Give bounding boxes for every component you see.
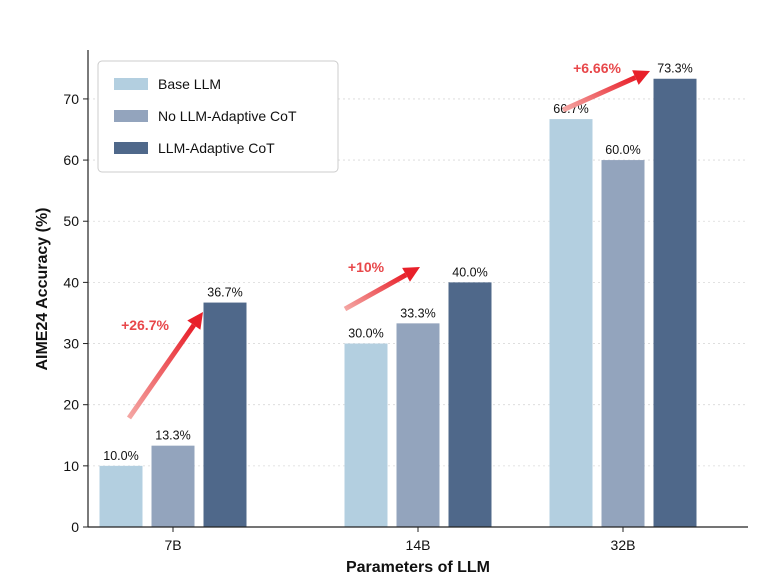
legend-swatch-no-llm-adaptive-cot [114, 110, 148, 122]
improvement-arrow-head [402, 267, 420, 282]
x-axis-label: Parameters of LLM [346, 559, 490, 576]
legend-frame [97, 60, 339, 173]
improvement-arrows: +26.7% +10% +6.66% [121, 60, 650, 420]
legend: Base LLM No LLM-Adaptive CoT LLM-Adaptiv… [97, 60, 339, 173]
y-tick-label: 10 [63, 458, 79, 474]
bar-label-base-llm-7b: 10.0% [103, 449, 138, 463]
bar-label-no-llm-adaptive-cot-32b: 60.0% [605, 143, 640, 157]
bar-value-labels: 10.0%13.3%36.7%30.0%33.3%40.0%66.7%60.0%… [103, 62, 692, 463]
bar-no-llm-adaptive-cot-32b [601, 160, 645, 528]
legend-label-llm-adaptive-cot: LLM-Adaptive CoT [158, 140, 275, 156]
improvement-label-7b: +26.7% [121, 317, 169, 333]
bar-no-llm-adaptive-cot-14b [396, 323, 440, 527]
y-tick-label: 40 [63, 274, 79, 290]
bar-llm-adaptive-cot-14b [448, 282, 492, 527]
bar-llm-adaptive-cot-32b [653, 78, 697, 527]
bars [99, 78, 697, 528]
bar-label-base-llm-14b: 30.0% [348, 327, 383, 341]
legend-swatch-llm-adaptive-cot [114, 142, 148, 154]
y-tick-label: 0 [71, 519, 79, 535]
legend-label-no-llm-adaptive-cot: No LLM-Adaptive CoT [158, 108, 297, 124]
legend-label-base-llm: Base LLM [158, 76, 221, 92]
improvement-arrow-shaft [126, 323, 196, 420]
x-ticks: 7B 14B 32B [164, 527, 635, 553]
y-tick-label: 60 [63, 152, 79, 168]
y-tick-label: 20 [63, 397, 79, 413]
bar-label-no-llm-adaptive-cot-7b: 13.3% [155, 429, 190, 443]
x-tick-label-7b: 7B [164, 537, 181, 553]
improvement-label-32b: +6.66% [573, 60, 621, 76]
bar-label-llm-adaptive-cot-14b: 40.0% [452, 265, 487, 279]
improvement-label-14b: +10% [348, 259, 385, 275]
bar-no-llm-adaptive-cot-7b [151, 445, 195, 527]
y-tick-label: 70 [63, 91, 79, 107]
bar-base-llm-14b [344, 343, 388, 527]
improvement-arrow-shaft [561, 75, 637, 113]
y-ticks: 0 10 20 30 40 50 60 70 [63, 91, 88, 535]
y-axis-label: AIME24 Accuracy (%) [34, 207, 51, 370]
x-tick-label-14b: 14B [406, 537, 431, 553]
bar-base-llm-32b [549, 119, 593, 527]
improvement-arrow-head [632, 70, 650, 85]
y-tick-label: 50 [63, 213, 79, 229]
improvement-arrow-head [187, 312, 203, 330]
bar-label-llm-adaptive-cot-32b: 73.3% [657, 62, 692, 76]
y-tick-label: 30 [63, 336, 79, 352]
x-tick-label-32b: 32B [611, 537, 636, 553]
bar-label-no-llm-adaptive-cot-14b: 33.3% [400, 306, 435, 320]
legend-swatch-base-llm [114, 78, 148, 90]
bar-base-llm-7b [99, 465, 143, 527]
improvement-arrow-shaft [343, 272, 408, 312]
bar-llm-adaptive-cot-7b [203, 302, 247, 527]
bar-label-llm-adaptive-cot-7b: 36.7% [207, 286, 242, 300]
